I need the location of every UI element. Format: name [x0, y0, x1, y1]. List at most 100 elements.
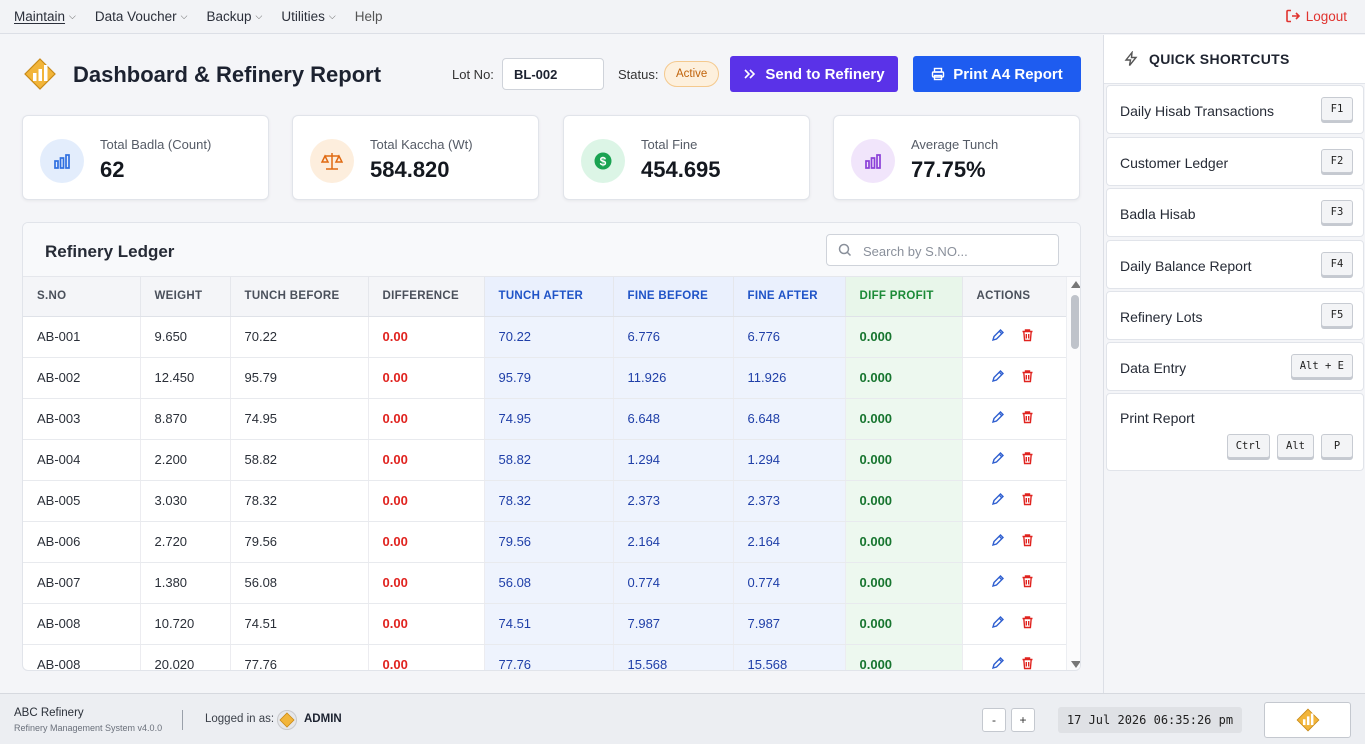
lot-number-input[interactable] [502, 58, 604, 90]
edit-icon[interactable] [991, 369, 1005, 386]
table-row[interactable]: AB-005 3.030 78.32 0.00 78.32 2.373 2.373 0.000 [23, 480, 1066, 522]
delete-icon[interactable] [1021, 533, 1034, 550]
cell-fine-after: 7.987 [733, 603, 846, 645]
delete-icon[interactable] [1021, 574, 1034, 591]
scale-icon [310, 139, 354, 183]
page-title: Dashboard & Refinery Report [73, 62, 382, 87]
col-header-tunch-before[interactable]: TUNCH BEFORE [230, 277, 369, 317]
cell-diff-profit: 0.000 [845, 439, 963, 481]
edit-icon[interactable] [991, 451, 1005, 468]
menu-data-voucher[interactable]: Data Voucher ⌵ [95, 9, 188, 24]
chevron-down-icon: ⌵ [328, 11, 336, 21]
edit-icon[interactable] [991, 492, 1005, 509]
refinery-ledger: Refinery Ledger S.NO WEIGHT TUNCH BEFORE… [22, 222, 1081, 671]
ledger-title: Refinery Ledger [45, 242, 175, 261]
delete-icon[interactable] [1021, 410, 1034, 427]
stat-label: Total Fine [641, 137, 698, 152]
shortcut-item[interactable]: Daily Hisab Transactions F1 [1106, 85, 1364, 134]
print-a4-report-button[interactable]: Print A4 Report [913, 56, 1081, 92]
scroll-up-arrow-icon[interactable] [1071, 281, 1080, 288]
shortcut-keys: F2 [1321, 149, 1353, 173]
table-row[interactable]: AB-008 20.020 77.76 0.00 77.76 15.568 15.568 0.… [23, 644, 1066, 670]
cell-tunch-before: 74.51 [230, 603, 369, 645]
cell-difference: 0.00 [368, 357, 485, 399]
company-name: ABC Refinery [14, 707, 84, 719]
menu-maintain[interactable]: Maintain ⌵ [14, 9, 76, 24]
zoom-in-button[interactable]: + [1011, 708, 1035, 732]
cell-sno: AB-004 [23, 439, 141, 481]
table-row[interactable]: AB-001 9.650 70.22 0.00 70.22 6.776 6.776 0.000 [23, 316, 1066, 358]
edit-icon[interactable] [991, 328, 1005, 345]
edit-icon[interactable] [991, 656, 1005, 670]
key-badge: P [1321, 434, 1353, 458]
print-a4-report-label: Print A4 Report [953, 65, 1063, 83]
edit-icon[interactable] [991, 410, 1005, 427]
col-header-sno[interactable]: S.NO [23, 277, 141, 317]
shortcut-keys: Ctrl Alt P [1226, 434, 1353, 458]
delete-icon[interactable] [1021, 615, 1034, 632]
shortcut-label: Print Report [1120, 410, 1195, 426]
cell-tunch-before: 70.22 [230, 316, 369, 358]
edit-icon[interactable] [991, 615, 1005, 632]
delete-icon[interactable] [1021, 492, 1034, 509]
cell-fine-after: 6.776 [733, 316, 846, 358]
footer-logo-button[interactable] [1264, 702, 1351, 738]
shortcut-item[interactable]: Refinery Lots F5 [1106, 291, 1364, 340]
key-badge: Ctrl [1226, 434, 1271, 458]
table-scrollbar[interactable] [1066, 277, 1080, 670]
table-row[interactable]: AB-003 8.870 74.95 0.00 74.95 6.648 6.648 0.000 [23, 398, 1066, 440]
key-badge: Alt [1277, 434, 1314, 458]
scroll-down-arrow-icon[interactable] [1071, 661, 1080, 668]
chevron-down-icon: ⌵ [69, 11, 76, 21]
cell-difference: 0.00 [368, 398, 485, 440]
menu-backup[interactable]: Backup ⌵ [207, 9, 263, 24]
edit-icon[interactable] [991, 574, 1005, 591]
col-header-fine-before[interactable]: FINE BEFORE [613, 277, 734, 317]
shortcut-item[interactable]: Data Entry Alt + E [1106, 342, 1364, 391]
col-header-diff-profit[interactable]: DIFF PROFIT [845, 277, 963, 317]
zoom-out-button[interactable]: - [982, 708, 1006, 732]
send-to-refinery-button[interactable]: Send to Refinery [730, 56, 898, 92]
cell-fine-after: 6.648 [733, 398, 846, 440]
cell-actions [962, 439, 1066, 481]
scrollbar-thumb[interactable] [1071, 295, 1079, 349]
col-header-fine-after[interactable]: FINE AFTER [733, 277, 846, 317]
logout-label: Logout [1305, 8, 1347, 24]
delete-icon[interactable] [1021, 656, 1034, 670]
cell-diff-profit: 0.000 [845, 562, 963, 604]
search-input[interactable] [863, 241, 1053, 261]
logout-button[interactable]: Logout [1285, 8, 1347, 24]
table-row[interactable]: AB-008 10.720 74.51 0.00 74.51 7.987 7.987 0.00… [23, 603, 1066, 645]
shortcut-item[interactable]: Customer Ledger F2 [1106, 137, 1364, 186]
delete-icon[interactable] [1021, 369, 1034, 386]
cell-fine-before: 15.568 [613, 644, 734, 670]
logout-icon [1285, 9, 1300, 23]
send-to-refinery-label: Send to Refinery [765, 65, 885, 83]
cell-sno: AB-005 [23, 480, 141, 522]
table-row[interactable]: AB-007 1.380 56.08 0.00 56.08 0.774 0.774 0.000 [23, 562, 1066, 604]
cell-tunch-after: 58.82 [484, 439, 614, 481]
divider [182, 710, 183, 730]
cell-fine-before: 0.774 [613, 562, 734, 604]
delete-icon[interactable] [1021, 328, 1034, 345]
col-header-weight[interactable]: WEIGHT [140, 277, 231, 317]
col-header-difference[interactable]: DIFFERENCE [368, 277, 485, 317]
shortcut-item[interactable]: Badla Hisab F3 [1106, 188, 1364, 237]
status-footer: ABC Refinery Refinery Management System … [0, 693, 1365, 744]
table-row[interactable]: AB-002 12.450 95.79 0.00 95.79 11.926 11.926 0.… [23, 357, 1066, 399]
menu-help[interactable]: Help [355, 9, 383, 24]
table-row[interactable]: AB-006 2.720 79.56 0.00 79.56 2.164 2.164 0.000 [23, 521, 1066, 563]
table-row[interactable]: AB-004 2.200 58.82 0.00 58.82 1.294 1.294 0.000 [23, 439, 1066, 481]
edit-icon[interactable] [991, 533, 1005, 550]
shortcut-keys: F4 [1321, 252, 1353, 276]
delete-icon[interactable] [1021, 451, 1034, 468]
shortcuts-header: QUICK SHORTCUTS [1104, 35, 1365, 84]
shortcut-item[interactable]: Daily Balance Report F4 [1106, 240, 1364, 289]
shortcut-item[interactable]: Print Report Ctrl Alt P [1106, 393, 1364, 471]
stat-card-total-badla: Total Badla (Count) 62 [22, 115, 269, 200]
cell-tunch-after: 78.32 [484, 480, 614, 522]
cell-diff-profit: 0.000 [845, 398, 963, 440]
col-header-tunch-after[interactable]: TUNCH AFTER [484, 277, 614, 317]
menu-utilities[interactable]: Utilities ⌵ [281, 9, 335, 24]
cell-actions [962, 480, 1066, 522]
